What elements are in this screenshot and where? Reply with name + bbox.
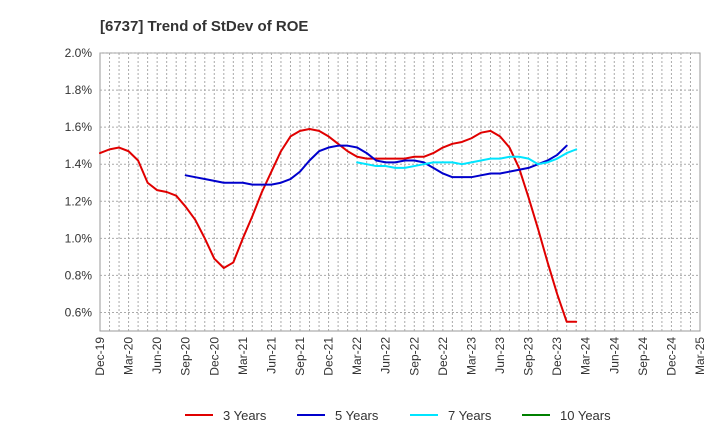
y-tick-label: 1.6%	[65, 120, 93, 134]
y-tick-labels: 0.6% 0.8% 1.0% 1.2% 1.4% 1.6% 1.8% 2.0%	[65, 46, 93, 319]
grid-lines	[100, 52, 700, 331]
x-tick-label: Mar-21	[236, 337, 250, 375]
x-tick-label: Jun-23	[493, 337, 507, 374]
y-tick-label: 1.4%	[65, 157, 93, 171]
x-tick-label: Sep-21	[293, 337, 307, 376]
x-tick-label: Sep-23	[522, 337, 536, 376]
y-tick-label: 0.8%	[65, 268, 93, 282]
legend-label: 5 Years	[335, 408, 379, 423]
legend-label: 10 Years	[560, 408, 611, 423]
x-tick-label: Sep-22	[407, 337, 421, 376]
x-tick-label: Mar-23	[464, 337, 478, 375]
legend-label: 7 Years	[448, 408, 492, 423]
x-tick-label: Dec-20	[207, 337, 221, 376]
y-tick-label: 1.8%	[65, 83, 93, 97]
x-tick-label: Jun-24	[607, 337, 621, 374]
x-tick-label: Sep-24	[636, 337, 650, 376]
x-tick-label: Dec-22	[436, 337, 450, 376]
legend: 3 Years 5 Years 7 Years 10 Years	[185, 408, 611, 423]
series-lines	[99, 127, 578, 323]
y-tick-label: 0.6%	[65, 305, 93, 319]
x-tick-label: Jun-20	[150, 337, 164, 374]
x-tick-label: Dec-21	[322, 337, 336, 376]
y-tick-label: 2.0%	[65, 46, 93, 60]
x-tick-labels: Dec-19 Mar-20 Jun-20 Sep-20 Dec-20 Mar-21 Jun-…	[93, 337, 707, 376]
x-tick-label: Dec-24	[664, 337, 678, 376]
series-line-3	[356, 148, 578, 169]
x-tick-label: Mar-20	[122, 337, 136, 375]
series-line-1	[99, 127, 578, 323]
y-tick-label: 1.0%	[65, 231, 93, 245]
x-tick-label: Jun-22	[379, 337, 393, 374]
x-tick-label: Mar-24	[579, 337, 593, 375]
x-tick-label: Dec-19	[93, 337, 107, 376]
plot-area	[99, 52, 701, 332]
x-tick-label: Sep-20	[179, 337, 193, 376]
chart-title: [6737] Trend of StDev of ROE	[100, 18, 308, 35]
series-line-2	[184, 144, 568, 186]
x-tick-label: Mar-25	[693, 337, 707, 375]
legend-label: 3 Years	[223, 408, 267, 423]
x-tick-label: Mar-22	[350, 337, 364, 375]
x-tick-label: Jun-21	[264, 337, 278, 374]
x-tick-label: Dec-23	[550, 337, 564, 376]
y-tick-label: 1.2%	[65, 194, 93, 208]
